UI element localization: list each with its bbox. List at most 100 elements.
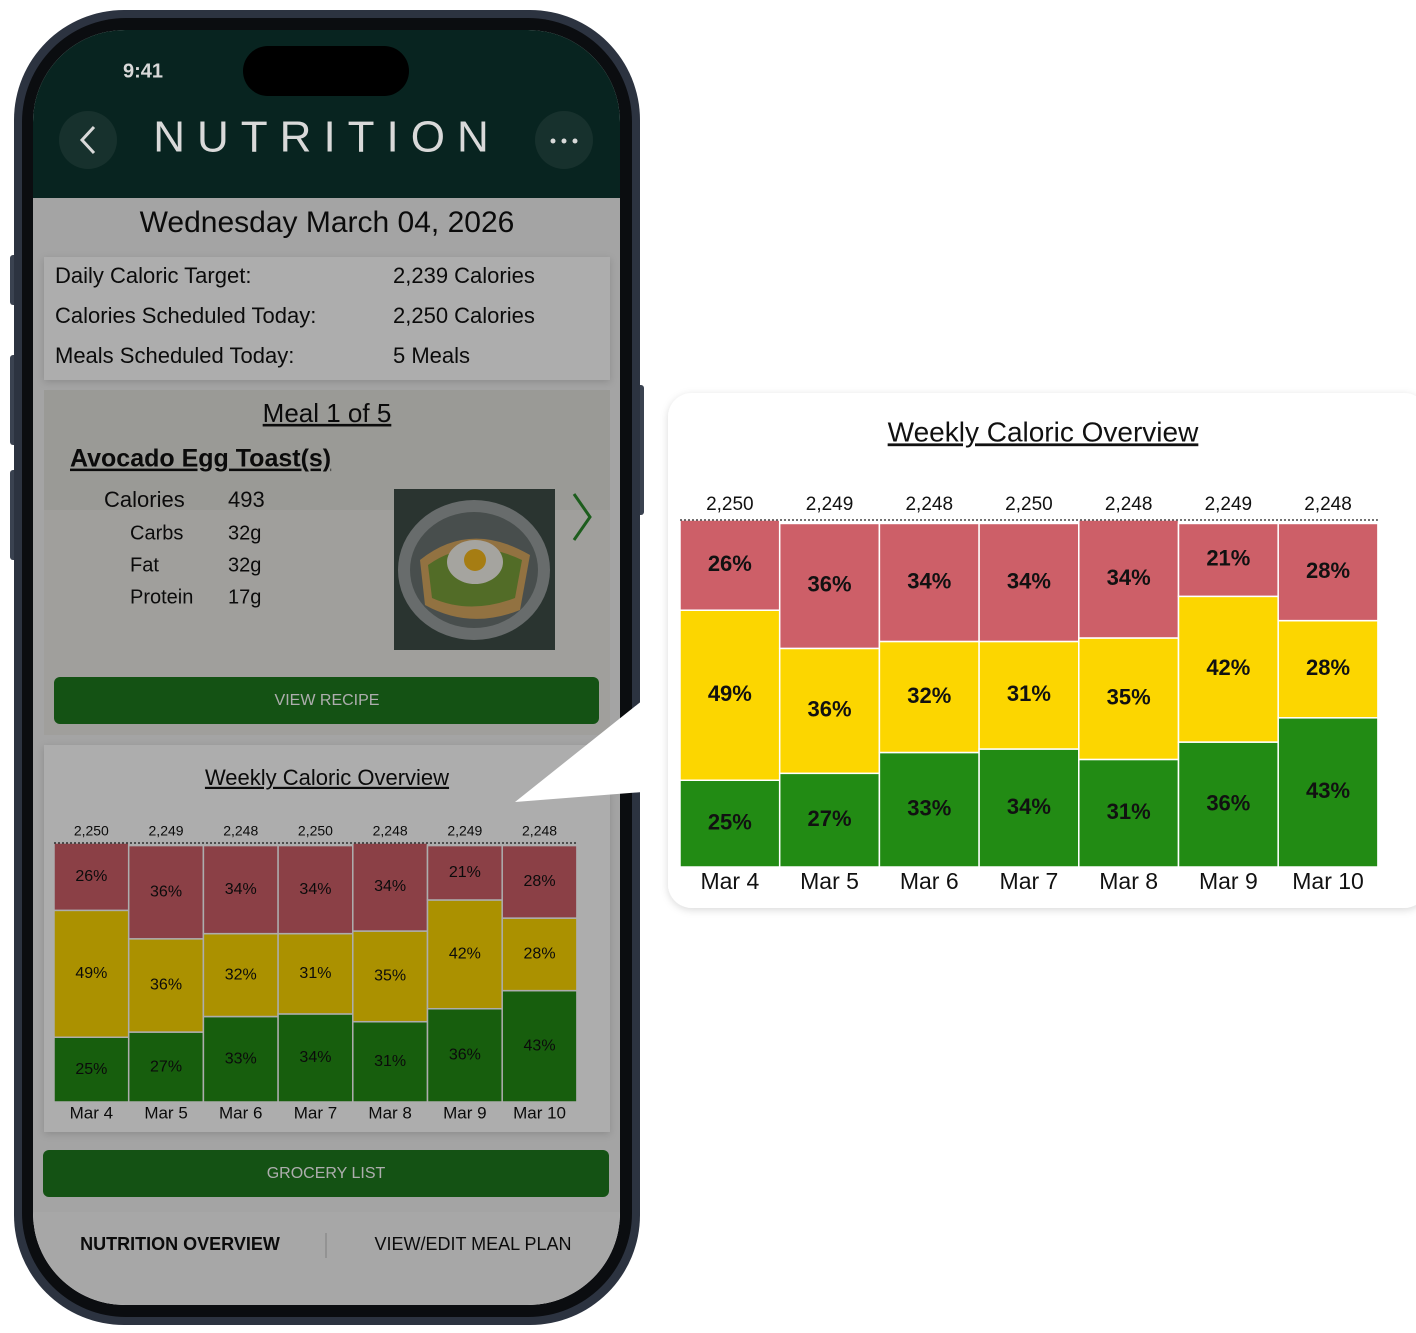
bar-segment [202,1015,279,1103]
x-tick-label: Mar 10 [513,1103,566,1122]
view-recipe-button[interactable] [54,677,599,724]
segment-label: 36% [150,977,182,994]
summary-label: Meals Scheduled Today: [55,343,294,368]
bar-segment [1277,522,1379,622]
segment-label: 34% [1107,565,1151,590]
screen: 9:41 NUTRITION Wednesday March 04, 2026 … [33,30,620,1305]
x-tick-label: Mar 10 [1292,868,1364,894]
segment-label: 31% [1107,799,1151,824]
total-label: 2,248 [522,823,557,839]
segment-label: 21% [449,864,481,881]
tab[interactable]: NUTRITION OVERVIEW [80,1234,280,1254]
back-icon [79,125,96,155]
segment-label: 28% [524,946,556,963]
x-tick-label: Mar 9 [443,1103,486,1122]
summary-value: 2,239 Calories [393,263,535,288]
bar-segment [679,609,781,781]
total-label: 2,250 [1005,494,1053,515]
next-meal[interactable] [572,493,592,541]
grocery-button[interactable] [43,1150,609,1197]
x-tick-label: Mar 6 [219,1103,262,1122]
x-tick-label: Mar 4 [70,1103,113,1122]
segment-label: 26% [75,868,107,885]
segment-label: 35% [374,968,406,985]
tab[interactable]: VIEW/EDIT MEAL PLAN [374,1234,571,1254]
segment-label: 42% [449,946,481,963]
segment-label: 21% [1206,546,1250,571]
segment-label: 32% [225,966,257,983]
nutrient-label: Carbs [130,522,183,544]
bar-segment [1177,741,1279,868]
total-label: 2,250 [298,823,333,839]
bar-segment [127,1031,205,1103]
segment-label: 28% [524,873,556,890]
dynamic-island [243,46,409,96]
bar-segment [1177,522,1279,598]
bar-segment [426,844,503,901]
segment-label: 43% [1306,778,1350,803]
nutrient-label: Fat [130,554,159,576]
segment-label: 31% [299,965,331,982]
callout-pointer [515,680,668,802]
segment-label: 49% [708,681,752,706]
bar-segment [978,522,1080,643]
x-tick-label: Mar 5 [800,868,859,894]
nutrient-label: Protein [130,586,193,608]
bar-segment [53,909,130,1039]
total-label: 2,248 [905,494,953,515]
x-tick-label: Mar 7 [1000,868,1059,894]
meal-image [394,489,555,650]
bar-segment [501,917,578,992]
summary-card [44,257,610,380]
total-label: 2,249 [1205,494,1253,515]
button-label: GROCERY LIST [267,1165,386,1182]
segment-label: 36% [150,883,182,900]
segment-label: 26% [708,551,752,576]
segment-label: 34% [907,568,951,593]
dim-overlay [33,198,620,1305]
total-label: 2,249 [149,823,184,839]
more-icon [550,138,578,144]
x-tick-label: Mar 8 [1099,868,1158,894]
date: Wednesday March 04, 2026 [140,206,515,239]
bar-segment [426,1008,503,1103]
segment-label: 34% [299,881,331,898]
segment-label: 36% [1206,790,1250,815]
x-tick-label: Mar 5 [144,1103,187,1122]
bar-segment [352,930,429,1023]
bar-segment [1277,619,1379,719]
segment-label: 31% [1007,681,1051,706]
bar-segment [778,647,881,775]
summary-value: 5 Meals [393,343,470,368]
segment-label: 35% [1107,685,1151,710]
meal-name: Avocado Egg Toast(s) [70,445,331,473]
x-tick-label: Mar 8 [368,1103,411,1122]
bar-segment [1078,519,1180,639]
total-label: 2,249 [806,494,854,515]
back-button[interactable] [59,111,117,169]
bar-segment [978,748,1080,868]
total-label: 2,250 [74,823,109,839]
chart-title: Weekly Caloric Overview [205,765,449,790]
x-tick-label: Mar 6 [900,868,959,894]
dim-overlay [33,30,620,198]
nutrient-label: Calories [104,487,185,512]
bar-segment [501,989,578,1103]
bar-segment [679,779,781,868]
segment-label: 28% [1306,655,1350,680]
callout-chart: Weekly Caloric Overview 25% 49% 26% 2,250 Mar… [679,416,1379,894]
segment-label: 49% [75,965,107,982]
segment-label: 33% [225,1050,257,1067]
segment-label: 34% [225,881,257,898]
segment-label: 34% [374,878,406,895]
bar-segment [277,1013,354,1103]
segment-label: 36% [808,572,852,597]
x-tick-label: Mar 7 [294,1103,337,1122]
nutrient-value: 17g [228,586,261,608]
bar-segment [878,522,980,643]
bar-segment [978,640,1080,750]
segment-label: 25% [75,1061,107,1078]
bar-segment [127,844,205,940]
summary-label: Daily Caloric Target: [55,263,251,288]
